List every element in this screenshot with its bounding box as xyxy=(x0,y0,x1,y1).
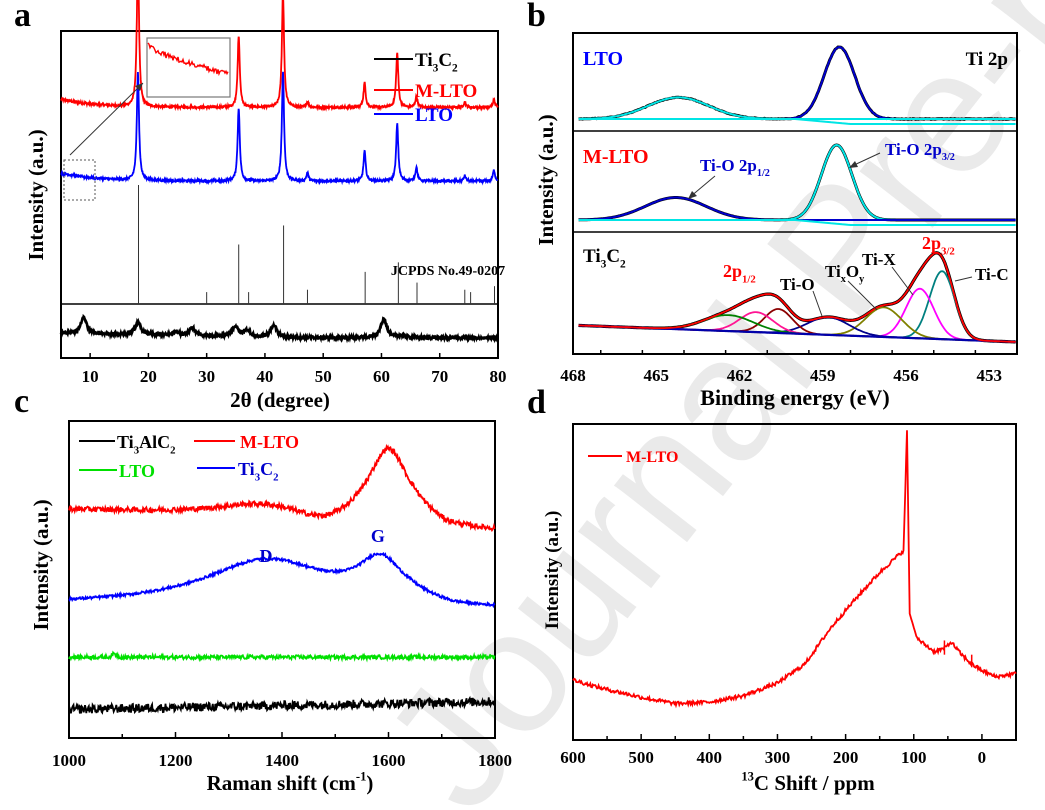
x-tick-label: 1800 xyxy=(478,751,512,770)
x-tick-label: 20 xyxy=(140,367,157,386)
x-tick-label: 300 xyxy=(765,748,791,767)
plot-frame xyxy=(572,423,1017,741)
legend-label-m-lto: M-LTO xyxy=(415,81,477,102)
series-ti3alc2-line xyxy=(68,695,496,715)
panel-a-xrd: JCPDS No.49-0207 10 20 30 40 50 60 70 80 2θ (degr… xyxy=(24,0,507,412)
x-tick-label: 456 xyxy=(893,366,919,385)
reference-label: JCPDS No.49-0207 xyxy=(391,264,505,279)
series-m-lto-line xyxy=(68,443,496,533)
legend-label-m-lto: M-LTO xyxy=(240,432,299,452)
background-line xyxy=(578,219,1016,226)
panel-c-raman: D G 1000 1200 1400 1600 1800 Raman shift (cm-1)… xyxy=(29,420,512,795)
legend-label-m-lto: M-LTO xyxy=(626,449,678,466)
annotation-arrow-head xyxy=(688,191,697,199)
x-tick-label: 1200 xyxy=(159,751,193,770)
x-tick-label: 40 xyxy=(256,367,273,386)
legend-label-ti3alc2: Ti3AlC2 xyxy=(117,432,176,456)
y-axis-label: Intensity (a.u.) xyxy=(24,129,48,260)
legend: Ti3C2 M-LTO LTO xyxy=(374,50,477,126)
x-tick-label: 70 xyxy=(431,367,448,386)
legend-label-lto: LTO xyxy=(415,105,453,126)
peak-label-ti-o-2p32: Ti-O 2p3/2 xyxy=(885,140,955,163)
x-tick-label: 80 xyxy=(490,367,507,386)
inset-box xyxy=(146,37,231,98)
x-tick-label: 1600 xyxy=(372,751,406,770)
band-label-g: G xyxy=(371,526,385,546)
panel-letter-d: d xyxy=(527,384,546,421)
annotation-pointer-line xyxy=(847,280,878,311)
annotation-pointer-line xyxy=(891,266,914,296)
annotation-pointer-line xyxy=(812,290,823,317)
inset-arrow-head xyxy=(135,83,143,91)
envelope-fit-line xyxy=(578,251,1016,343)
label-2p12: 2p1/2 xyxy=(723,261,756,285)
legend-label-ti3c2: Ti3C2 xyxy=(415,50,458,75)
x-tick-label: 468 xyxy=(560,366,586,385)
series-lto-line xyxy=(60,71,499,186)
subpanel-label-m-lto: M-LTO xyxy=(583,146,649,168)
legend: M-LTO xyxy=(588,449,678,466)
annotation-arrow-head xyxy=(849,161,858,168)
x-axis-label: Binding energy (eV) xyxy=(700,385,889,410)
label-ti-c: Ti-C xyxy=(975,265,1009,284)
x-tick-label: 60 xyxy=(373,367,390,386)
series-m-lto-line xyxy=(572,430,1017,709)
panel-b-xps: LTO M-LTO Ti 2p Ti-O 2p1/2 Ti-O 2p3/2 Ti3C2 2p… xyxy=(534,32,1018,410)
legend-label-lto: LTO xyxy=(119,461,155,481)
x-tick-label: 459 xyxy=(810,366,836,385)
background-line xyxy=(578,118,1016,125)
x-tick-label: 200 xyxy=(833,748,859,767)
y-axis-label: Intensity (a.u.) xyxy=(542,511,563,630)
x-tick-label: 30 xyxy=(198,367,215,386)
plot-frame xyxy=(60,30,499,359)
x-tick-label: 453 xyxy=(977,366,1003,385)
x-tick-label: 0 xyxy=(978,748,987,767)
x-tick-label: 50 xyxy=(315,367,332,386)
x-tick-label: 462 xyxy=(727,366,753,385)
label-ti-x: Ti-X xyxy=(862,250,896,269)
x-tick-label: 10 xyxy=(82,367,99,386)
legend-label-ti3c2: Ti3C2 xyxy=(238,459,279,483)
x-tick-label: 500 xyxy=(628,748,654,767)
zoom-region-box xyxy=(63,159,96,201)
series-ti3c2-line xyxy=(68,551,496,609)
series-lto-line xyxy=(68,650,496,663)
inset-arrow xyxy=(69,82,144,156)
x-tick-label: 400 xyxy=(697,748,723,767)
plot-frame xyxy=(572,32,1018,355)
x-axis-label: 13C Shift / ppm xyxy=(741,770,875,795)
label-tixoy: TixOy xyxy=(825,262,864,285)
annotation-arrow xyxy=(851,152,881,167)
label-ti-o: Ti-O xyxy=(780,275,815,294)
inset-trace xyxy=(147,42,229,77)
panel-letter-c: c xyxy=(14,383,29,420)
y-axis-label: Intensity (a.u.) xyxy=(534,114,558,245)
peak-label-ti-o-2p12: Ti-O 2p1/2 xyxy=(700,156,770,179)
legend: Ti3AlC2 M-LTO LTO Ti3C2 xyxy=(79,432,299,483)
x-tick-label: 600 xyxy=(560,748,586,767)
label-2p32: 2p3/2 xyxy=(922,233,955,257)
annotation-pointer-line xyxy=(954,276,973,282)
series-ti3c2-line xyxy=(59,313,499,344)
core-level-label: Ti 2p xyxy=(966,49,1008,70)
x-tick-label: 1400 xyxy=(265,751,299,770)
x-tick-label: 1000 xyxy=(52,751,86,770)
panel-d-nmr: 600 500 400 300 200 100 0 13C Shift / ppm Intens… xyxy=(542,423,1017,795)
x-tick-label: 100 xyxy=(901,748,927,767)
panel-letter-a: a xyxy=(14,0,31,34)
x-axis-label: Raman shift (cm-1) xyxy=(207,770,374,795)
panel-letter-b: b xyxy=(527,0,546,34)
x-tick-label: 465 xyxy=(644,366,670,385)
subpanel-label-ti3c2: Ti3C2 xyxy=(583,246,626,271)
subpanel-label-lto: LTO xyxy=(583,48,623,70)
band-label-d: D xyxy=(260,546,273,566)
x-axis-label: 2θ (degree) xyxy=(230,388,330,412)
y-axis-label: Intensity (a.u.) xyxy=(29,499,53,630)
